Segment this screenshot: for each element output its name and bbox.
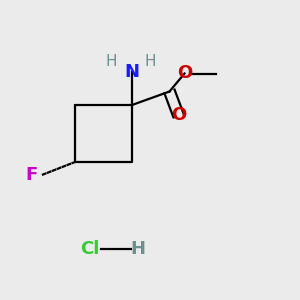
Text: H: H <box>105 54 117 69</box>
Text: N: N <box>124 63 140 81</box>
Text: Cl: Cl <box>80 240 100 258</box>
Text: O: O <box>177 64 192 82</box>
Text: F: F <box>25 167 38 184</box>
Text: O: O <box>171 106 186 124</box>
Text: H: H <box>130 240 146 258</box>
Text: H: H <box>144 54 156 69</box>
